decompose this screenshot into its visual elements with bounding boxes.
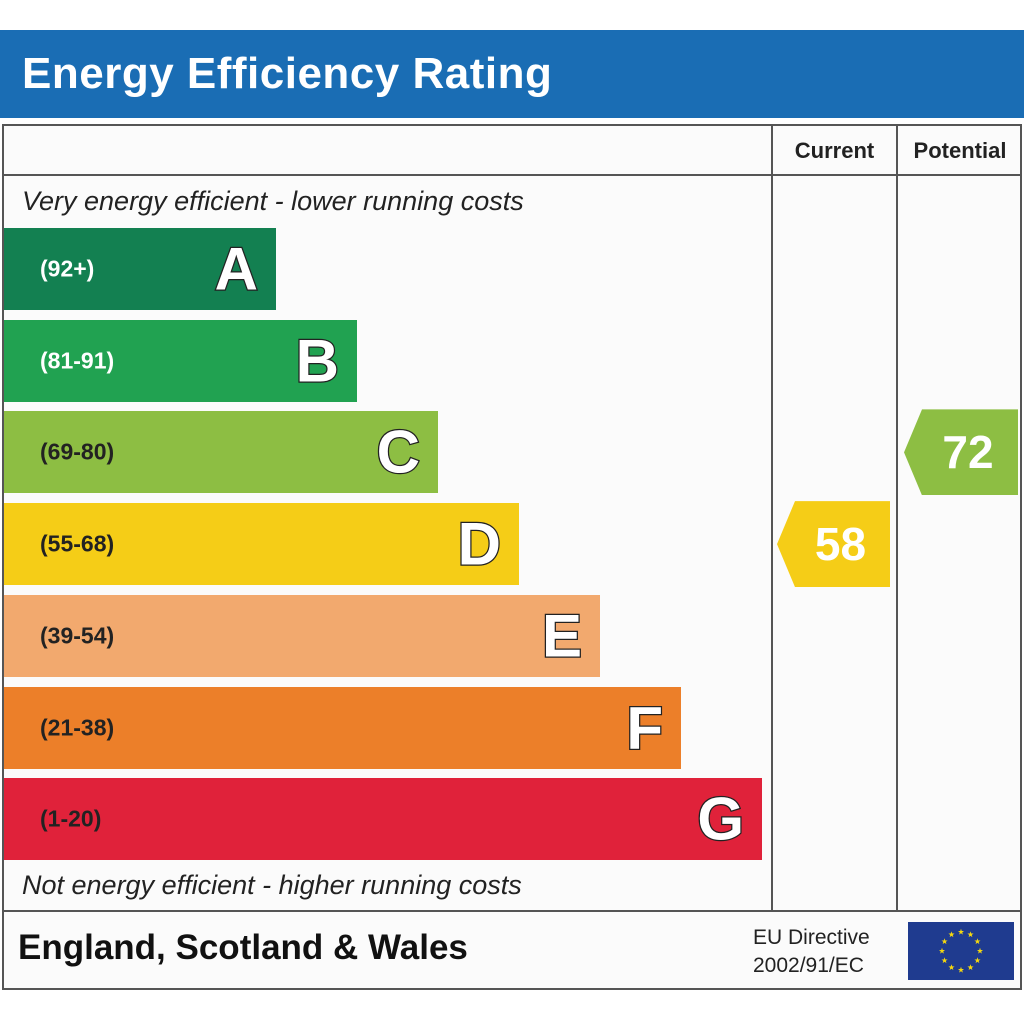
rating-bar-f: (21-38) F: [4, 686, 681, 769]
rating-range-label: (81-91): [40, 347, 115, 374]
note-inefficient: Not energy efficient - higher running co…: [22, 870, 522, 900]
rating-range-label: (55-68): [40, 530, 115, 557]
rating-range-label: (39-54): [40, 622, 115, 649]
rating-range-label: (69-80): [40, 438, 115, 465]
rating-bar-d: (55-68) D: [4, 503, 519, 586]
rating-range-label: (21-38): [40, 714, 115, 740]
current-rating-arrow-value: 58: [814, 518, 867, 571]
rating-range-label: (92+): [40, 255, 95, 282]
eu-star-icon: [974, 938, 981, 945]
potential-rating-arrow-value: 72: [942, 426, 994, 479]
rating-letter: C: [375, 418, 421, 488]
header-row-divider: [2, 174, 1022, 176]
eu-star-icon: [967, 931, 974, 938]
rating-letter: D: [456, 509, 502, 579]
eu-directive-text: EU Directive 2002/91/EC: [753, 924, 870, 980]
rating-letter: F: [625, 693, 664, 763]
eu-star-icon: [967, 964, 974, 971]
eu-star-icon: [948, 931, 955, 938]
rating-letter: A: [213, 234, 259, 304]
potential-column-divider: [896, 124, 898, 912]
rating-bar-e: (39-54) E: [4, 594, 600, 677]
footer-divider: [2, 910, 1022, 912]
eu-flag-icon: [908, 922, 1014, 980]
directive-line-2: 2002/91/EC: [753, 954, 864, 977]
eu-star-icon: [948, 964, 955, 971]
rating-range-label: (1-20): [40, 805, 102, 832]
rating-bar-a: (92+) A: [4, 228, 276, 310]
column-header-current: Current: [794, 138, 875, 163]
potential-rating-arrow: 72: [904, 409, 1018, 496]
eu-star-icon: [941, 957, 948, 964]
eu-star-icon: [974, 957, 981, 964]
header-bar: Energy Efficiency Rating: [0, 30, 1024, 118]
rating-letter: G: [696, 784, 745, 854]
directive-line-1: EU Directive: [753, 926, 870, 949]
footer-region: England, Scotland & Wales: [18, 928, 468, 967]
eu-star-icon: [976, 947, 984, 954]
eu-star-icon: [957, 928, 965, 935]
current-rating-arrow: 58: [777, 501, 890, 588]
eu-star-icon: [957, 966, 965, 973]
rating-bar-g: (1-20) G: [4, 778, 762, 861]
column-header-potential: Potential: [913, 138, 1007, 163]
eu-flag-stars: [938, 928, 984, 973]
rating-letter: B: [294, 326, 340, 396]
chart-title: Energy Efficiency Rating: [22, 49, 553, 98]
rating-bar-c: (69-80) C: [4, 411, 438, 494]
note-efficient: Very energy efficient - lower running co…: [22, 186, 524, 216]
eu-star-icon: [938, 947, 946, 954]
rating-bar-b: (81-91) B: [4, 319, 357, 402]
current-column-divider: [771, 124, 773, 912]
eu-star-icon: [941, 938, 948, 945]
rating-letter: E: [541, 601, 584, 671]
